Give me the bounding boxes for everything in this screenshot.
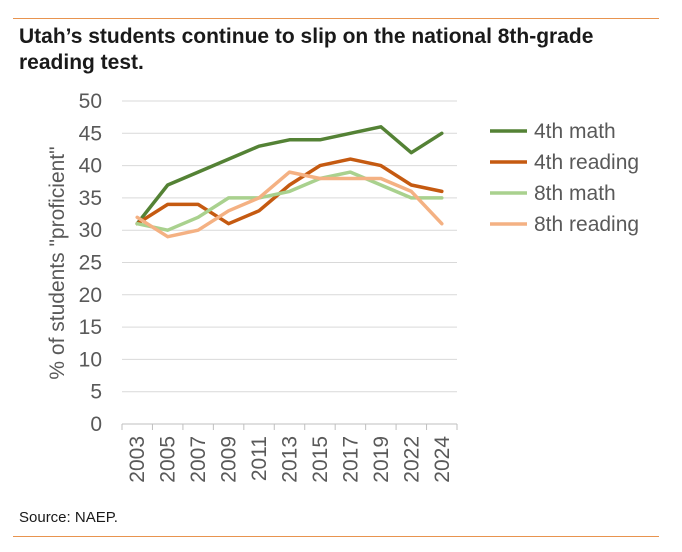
series-line-8th-math [135,170,444,232]
x-tick-label: 2011 [248,436,271,481]
x-tick-label: 2022 [400,436,423,483]
x-tick-label: 2009 [218,436,241,483]
y-tick-label: 20 [79,284,102,307]
x-tick-label: 2017 [339,436,362,483]
series-line-4th-math [135,125,444,226]
legend-label-8th-math: 8th math [534,182,616,205]
y-axis-label: % of students "proficient" [46,146,69,379]
chart-title: Utah’s students continue to slip on the … [19,25,594,74]
y-tick-label: 30 [79,219,102,242]
x-tick-label: 2003 [126,436,149,483]
y-tick-label: 35 [79,187,102,210]
legend-label-4th-reading: 4th reading [534,151,639,174]
legend: 4th math 4th reading 8th math 8th reading [490,120,639,236]
legend-label-8th-reading: 8th reading [534,213,639,236]
top-rule [13,18,659,19]
series-line-8th-reading [135,170,444,239]
source-note: Source: NAEP. [19,509,118,526]
y-axis-ticks: 0 5 10 15 20 25 30 35 40 45 50 [79,90,102,436]
x-tick-label: 2005 [157,436,180,483]
x-tick-label: 2019 [370,436,393,483]
x-tick-label: 2015 [309,436,332,483]
x-tick-label: 2013 [279,436,302,483]
legend-label-4th-math: 4th math [534,120,616,143]
y-tick-label: 50 [79,90,102,113]
y-tick-label: 5 [90,381,102,404]
x-axis-ticks: 2003 2005 2007 2009 2011 2013 2015 2017 2019 2022… [121,424,458,483]
y-tick-label: 0 [90,413,102,436]
x-tick-label: 2007 [187,436,210,483]
series-line-4th-reading [135,157,444,226]
y-tick-label: 15 [79,316,102,339]
y-tick-label: 40 [79,155,102,178]
series-lines [135,125,444,239]
x-tick-label: 2024 [431,436,454,483]
bottom-rule [13,536,659,537]
y-tick-label: 45 [79,122,102,145]
gridlines [122,100,457,425]
y-tick-label: 25 [79,252,102,275]
y-tick-label: 10 [79,348,102,371]
